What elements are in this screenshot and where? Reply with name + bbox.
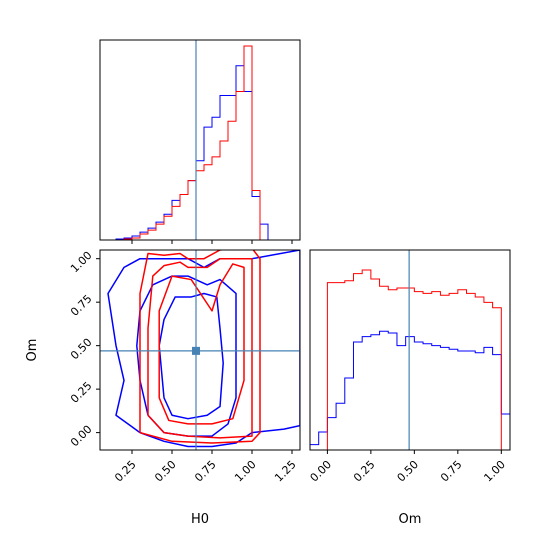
contour-blue-level-1 xyxy=(136,275,237,437)
h0-hist-red xyxy=(116,45,261,240)
histogram-om-panel: 0.00 0.25 0.50 0.75 1.00 Om xyxy=(308,249,511,527)
om-hist-xtick-label-0: 0.00 xyxy=(308,458,335,485)
om-hist-xtick-label-3: 0.75 xyxy=(438,458,465,485)
om-hist-frame xyxy=(309,249,511,451)
contour-xtick-label-0: 0.25 xyxy=(112,458,139,485)
contour-xtick-label-2: 0.75 xyxy=(192,458,219,485)
contour-xtick-label-3: 1.00 xyxy=(232,458,259,485)
contour-ytick-label-3: 0.75 xyxy=(68,292,95,319)
contour-frame xyxy=(99,249,301,451)
contour-ytick-label-0: 0.00 xyxy=(68,423,95,450)
om-hist-xtick-label-1: 0.25 xyxy=(351,458,378,485)
contour-ytick-label-2: 0.50 xyxy=(68,336,95,363)
contour-xlabel: H0 xyxy=(191,512,209,527)
contour-ytick-label-4: 1.00 xyxy=(68,249,95,276)
om-hist-xlabel: Om xyxy=(399,512,422,527)
contour-ylabel: Om xyxy=(25,339,40,362)
contour-ytick-label-1: 0.25 xyxy=(68,379,95,406)
contour-truth-marker xyxy=(192,346,200,355)
contour-xtick-label-4: 1.25 xyxy=(272,458,299,485)
om-hist-xtick-label-2: 0.50 xyxy=(395,458,422,485)
contour-xtick-label-1: 0.50 xyxy=(152,458,179,485)
contour-panel: 0.25 0.50 0.75 1.00 1.25 0.00 0.25 0.50 0.75 1.00… xyxy=(25,249,301,527)
contour-red-level-1 xyxy=(147,257,253,439)
h0-hist-frame xyxy=(99,39,301,241)
om-hist-blue xyxy=(310,330,510,450)
om-hist-xtick-label-4: 1.00 xyxy=(481,458,508,485)
histogram-h0-panel xyxy=(99,39,301,244)
contour-red-level-0 xyxy=(139,250,261,444)
contour-blue-level-2 xyxy=(158,292,224,420)
contour-red-level-2 xyxy=(158,263,245,425)
om-hist-red xyxy=(326,269,502,450)
